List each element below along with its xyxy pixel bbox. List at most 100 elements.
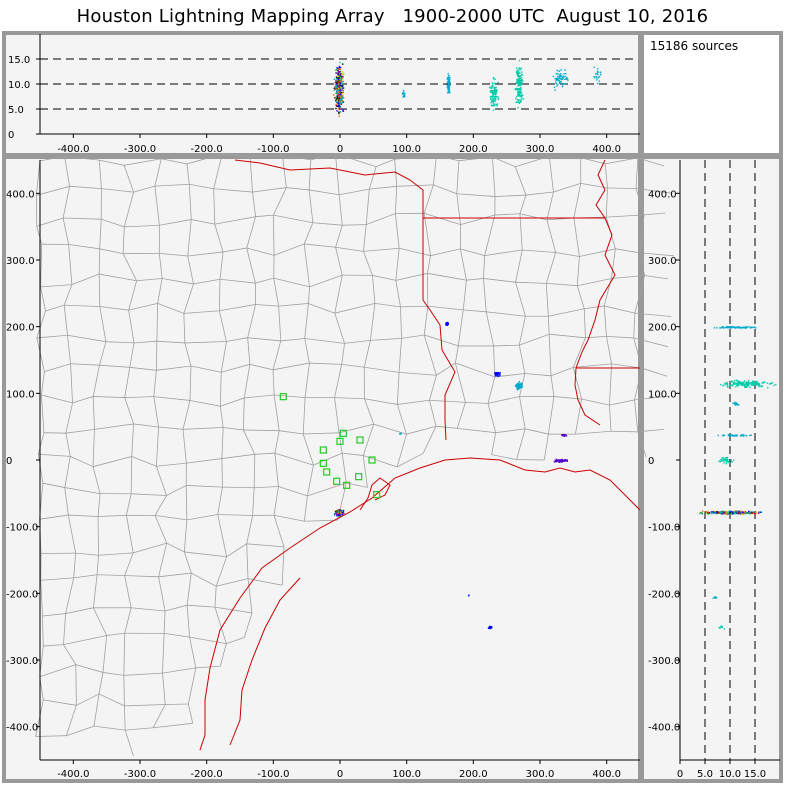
lightning-source-point <box>715 597 717 599</box>
county-line <box>273 214 313 224</box>
lightning-source-point <box>342 512 344 514</box>
county-line <box>64 304 100 307</box>
county-line <box>123 675 125 706</box>
county-line <box>222 153 251 157</box>
county-line <box>303 222 314 245</box>
county-line <box>125 727 154 731</box>
county-line <box>462 280 467 310</box>
county-line <box>166 542 185 553</box>
county-line <box>131 423 134 457</box>
lightning-source-point <box>447 83 450 85</box>
lightning-source-point <box>337 85 339 88</box>
lightning-source-point <box>726 456 729 459</box>
lightning-source-point <box>723 511 725 513</box>
county-line <box>637 157 665 167</box>
lightning-source-point <box>403 94 405 97</box>
side-y-tick-label: 200.0 <box>648 323 677 334</box>
lightning-source-point <box>448 87 450 89</box>
side-y-tick-label: -400.0 <box>648 723 680 734</box>
county-line <box>466 278 484 281</box>
lightning-source-point <box>743 326 746 329</box>
lightning-source-point <box>755 512 757 515</box>
lightning-source-point <box>337 91 339 93</box>
lightning-source-point <box>518 75 521 78</box>
lightning-source-point <box>737 404 739 406</box>
county-line <box>572 367 582 400</box>
lightning-source-point <box>555 78 558 81</box>
county-line <box>75 664 77 706</box>
lightning-source-point <box>735 384 738 386</box>
lightning-source-point <box>563 78 566 80</box>
lightning-source-point <box>338 509 340 511</box>
lightning-source-point <box>333 78 335 80</box>
lightning-source-point <box>557 75 559 78</box>
lightning-source-point <box>723 462 725 464</box>
county-line <box>65 607 94 614</box>
county-line <box>487 396 520 404</box>
lightning-source-point <box>449 91 451 94</box>
lightning-source-point <box>520 67 522 70</box>
mississippi-river-border <box>574 159 616 426</box>
lightning-source-point <box>741 513 744 515</box>
lightning-source-point <box>342 511 344 514</box>
county-line <box>70 455 94 468</box>
county-line <box>99 219 102 249</box>
county-line <box>66 725 95 737</box>
lightning-source-point <box>339 71 341 73</box>
lightning-source-point <box>490 626 492 628</box>
lightning-source-point <box>339 97 342 100</box>
county-line <box>255 304 279 307</box>
county-line <box>423 306 429 336</box>
lightning-source-point <box>336 68 338 71</box>
county-line <box>429 375 437 401</box>
lightning-source-point <box>565 77 567 80</box>
county-line <box>463 309 487 313</box>
county-line <box>549 333 586 339</box>
lightning-source-point <box>338 107 340 109</box>
lightning-source-point <box>520 80 522 82</box>
lightning-source-point <box>516 79 518 81</box>
county-line <box>575 430 612 435</box>
county-line <box>548 156 554 193</box>
lightning-source-point <box>495 93 497 95</box>
lightning-source-point <box>701 512 703 515</box>
lightning-source-point <box>494 103 496 105</box>
lightning-source-point <box>491 95 493 97</box>
lightning-source-point <box>340 95 342 97</box>
lightning-source-point <box>339 94 341 96</box>
county-line <box>124 575 159 578</box>
lightning-source-point <box>752 382 754 385</box>
county-line <box>249 154 283 157</box>
lightning-source-point <box>723 434 726 437</box>
top-y-tick-label: 0 <box>8 130 14 141</box>
lightning-source-point <box>732 512 734 515</box>
county-line <box>220 397 245 407</box>
lightning-source-point <box>447 79 450 82</box>
lightning-source-point <box>520 88 522 90</box>
county-line <box>274 452 314 466</box>
lightning-source-point <box>598 80 601 82</box>
lightning-source-point <box>336 67 338 69</box>
county-line <box>247 337 251 365</box>
lightning-source-point <box>733 459 735 461</box>
lightning-source-point <box>727 512 729 515</box>
lightning-source-point <box>494 104 496 107</box>
lightning-source-point <box>728 326 730 328</box>
county-line <box>76 693 100 706</box>
lightning-source-point <box>339 90 342 92</box>
lightning-source-point <box>516 89 518 91</box>
lightning-source-point <box>342 101 345 103</box>
county-line <box>363 247 400 252</box>
lightning-source-point <box>516 387 518 390</box>
county-line <box>154 158 162 187</box>
lightning-source-point <box>335 104 337 106</box>
lightning-source-point <box>516 91 519 94</box>
lightning-source-point <box>746 382 749 384</box>
county-line <box>272 369 275 396</box>
county-line <box>195 665 221 669</box>
lightning-source-point <box>497 375 500 377</box>
lightning-source-point <box>404 95 406 98</box>
county-line <box>273 515 285 548</box>
lightning-source-point <box>715 596 717 598</box>
